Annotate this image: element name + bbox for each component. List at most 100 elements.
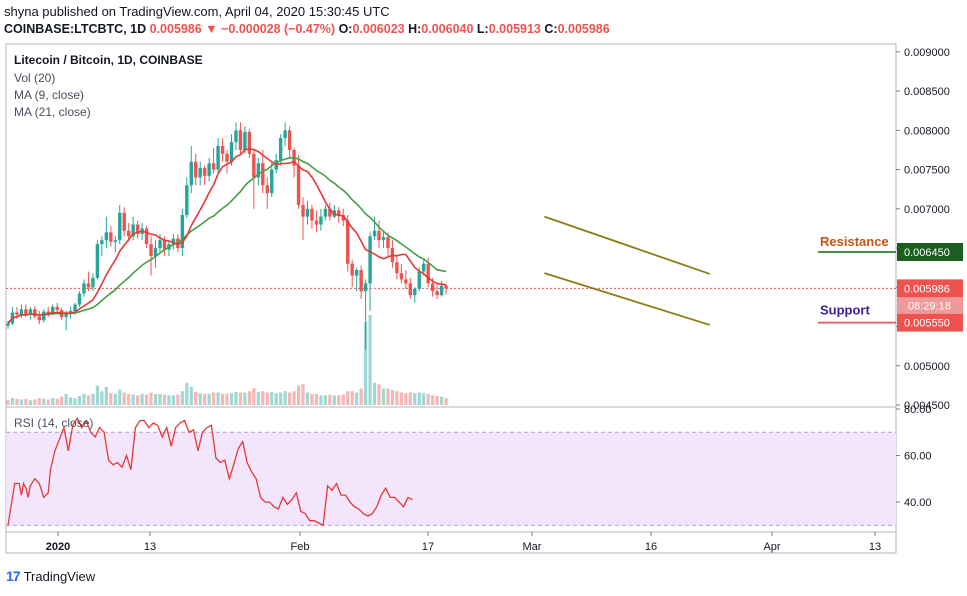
volume-bar: [404, 393, 408, 405]
volume-bar: [136, 395, 140, 405]
volume-bar: [60, 396, 64, 405]
volume-bar: [149, 392, 153, 405]
volume-bar: [185, 382, 189, 405]
countdown-label: 08:29:18: [908, 300, 951, 312]
volume-bar: [314, 393, 319, 405]
candle-body: [243, 131, 247, 150]
volume-bar: [274, 393, 278, 405]
volume-bar: [73, 398, 77, 405]
tradingview-logo[interactable]: 17 TradingView: [6, 568, 95, 584]
candle-body: [386, 237, 390, 249]
candle-body: [296, 165, 301, 205]
candle-body: [261, 163, 265, 186]
candle-body: [19, 309, 24, 315]
candle-body: [91, 277, 95, 288]
candle-body: [346, 220, 350, 264]
candle-body: [363, 283, 368, 292]
candle-body: [301, 204, 305, 217]
volume-bar: [355, 392, 359, 405]
volume-bar: [332, 395, 336, 405]
candle-body: [64, 313, 68, 318]
volume-bar: [247, 391, 251, 405]
candle-body: [149, 244, 153, 256]
low-label: L:: [476, 22, 489, 36]
chart-title: Litecoin / Bitcoin, 1D, COINBASE: [14, 53, 203, 67]
ma21-line: [7, 156, 447, 324]
volume-bar: [422, 393, 426, 405]
open-label: O:: [338, 22, 353, 36]
price-tick-label: 0.004500: [904, 400, 950, 412]
candle-body: [354, 270, 359, 276]
candle-body: [265, 185, 269, 194]
symbol-ohlc-line: COINBASE:LTCBTC, 1D 0.005986 ▼ −0.000028…: [4, 22, 610, 36]
vol-legend[interactable]: Vol (20): [14, 71, 56, 85]
volume-bar: [288, 392, 292, 405]
volume-bar: [372, 382, 377, 405]
candle-body: [73, 304, 77, 311]
candle-body: [104, 232, 109, 241]
volume-bar: [296, 385, 301, 405]
volume-bar: [24, 398, 28, 405]
last-price-tag: 0.005986: [904, 283, 950, 295]
candle-body: [55, 306, 59, 311]
time-tick-label: 13: [144, 541, 156, 553]
volume-bar: [77, 396, 82, 405]
ma21-legend[interactable]: MA (21, close): [14, 105, 91, 119]
candle-body: [341, 215, 345, 221]
candle-body: [422, 263, 426, 272]
volume-bar: [243, 392, 247, 405]
candle-body: [82, 283, 86, 294]
volume-bar: [51, 398, 55, 405]
price-tick-label: 0.008000: [904, 125, 950, 137]
volume-bar: [305, 392, 310, 405]
support-label: Support: [820, 303, 870, 318]
ma9-legend[interactable]: MA (9, close): [14, 88, 85, 102]
candle-body: [24, 309, 28, 315]
time-tick-label: Mar: [523, 541, 542, 553]
lower-trendline: [544, 272, 711, 326]
volume-bar: [346, 391, 350, 405]
volume-bar: [252, 388, 256, 405]
volume-bar: [144, 394, 149, 405]
candle-body: [135, 224, 140, 234]
volume-bar: [328, 394, 332, 405]
candle-body: [42, 311, 46, 321]
candle-body: [194, 161, 198, 178]
candle-body: [314, 220, 319, 225]
candle-body: [287, 130, 292, 150]
candle-body: [229, 142, 234, 162]
candle-body: [426, 263, 430, 284]
volume-bar: [435, 396, 439, 405]
rsi-tick-label: 60.00: [904, 451, 932, 463]
volume-bar: [91, 393, 95, 405]
candle-body: [399, 273, 404, 280]
volume-bar: [131, 394, 135, 405]
resistance-price-tag-bg: [897, 242, 963, 261]
volume-bar: [158, 393, 162, 405]
candle-body: [126, 230, 131, 237]
tradingview-mark-icon: 17: [6, 568, 21, 584]
volume-bar: [395, 391, 399, 405]
candle-body: [162, 240, 167, 250]
support-price-tag: 0.005550: [904, 318, 950, 330]
time-tick-label: 16: [645, 541, 657, 553]
candle-body: [444, 285, 448, 289]
volume-bar: [261, 391, 265, 405]
candle-body: [180, 215, 185, 249]
price-tick-label: 0.007500: [904, 165, 950, 177]
volume-bar: [301, 384, 305, 405]
volume-bar: [207, 393, 211, 405]
price-tick-label: 0.007000: [904, 204, 950, 216]
candle-body: [234, 130, 238, 143]
candle-body: [359, 270, 363, 292]
upper-trendline: [544, 215, 711, 275]
candle-body: [408, 283, 412, 296]
candle-body: [278, 138, 283, 161]
candle-body: [198, 167, 202, 178]
volume-bar: [162, 394, 167, 405]
rsi-legend[interactable]: RSI (14, close): [14, 416, 94, 430]
volume-bar: [368, 315, 372, 405]
volume-bar: [100, 391, 104, 405]
candle-body: [109, 232, 113, 242]
